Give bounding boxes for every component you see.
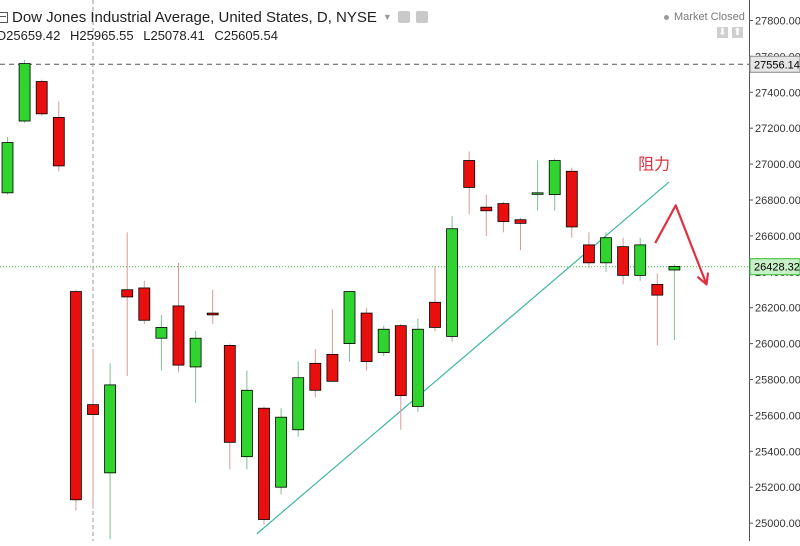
candle-body: [651, 283, 664, 296]
price-badge-label: 27556.14: [754, 59, 800, 71]
resistance-annotation: 阻力: [638, 154, 670, 173]
candle-body: [70, 291, 82, 501]
candle-body: [206, 312, 219, 316]
candle-body: [480, 206, 493, 212]
price-badge-label: 26428.32: [754, 262, 800, 274]
candle-body: [531, 192, 544, 195]
price-badge: [749, 258, 800, 276]
candle-body: [309, 362, 322, 391]
open-value: O25659.42: [0, 28, 61, 43]
candle-body: [35, 81, 48, 115]
candle-body: [497, 203, 510, 222]
candle-body: [52, 117, 65, 167]
close-icon[interactable]: [415, 11, 428, 23]
y-tick-label: 27800.00: [755, 16, 800, 28]
candle-body: [172, 305, 185, 366]
y-tick-label: 26200.00: [755, 303, 800, 315]
candle-body: [617, 246, 629, 276]
price-badge: [749, 55, 800, 73]
scroll-down-icon[interactable]: ⬇: [717, 27, 728, 38]
candle-body: [104, 384, 116, 474]
chart-header: Dow Jones Industrial Average, United Sta…: [0, 6, 428, 28]
y-tick-label: 25200.00: [755, 482, 800, 494]
trendline-layer: [256, 181, 670, 535]
candle-body: [429, 301, 441, 328]
candle-body: [583, 244, 595, 264]
ohlc-legend: O25659.42 H25965.55 L25078.41 C25605.54: [0, 28, 284, 43]
candle-body: [446, 228, 459, 337]
candle-body: [87, 404, 99, 415]
candle-body: [668, 266, 681, 271]
y-tick-label: 27000.00: [755, 159, 800, 171]
low-value: L25078.41: [143, 28, 205, 43]
y-tick-label: 26000.00: [755, 339, 800, 351]
candle-body: [394, 325, 407, 397]
support-trendline: [256, 181, 670, 535]
y-tick-label: 26800.00: [755, 195, 800, 207]
price-axis: 27800.0027600.0027400.0027200.0027000.00…: [749, 0, 800, 541]
annotation-layer: 阻力: [638, 154, 710, 286]
symbol-title: Dow Jones Industrial Average, United Sta…: [12, 8, 377, 26]
candle-body: [377, 328, 390, 353]
trend-arrow-head: [697, 272, 710, 286]
collapse-icon[interactable]: [0, 11, 8, 23]
candle-body: [155, 327, 168, 339]
candle-body: [514, 219, 527, 224]
horizontal-levels: [0, 63, 749, 268]
candle-body: [343, 291, 356, 345]
candle-body: [189, 337, 202, 368]
candle-body: [360, 312, 373, 362]
y-tick-label: 27200.00: [755, 123, 800, 135]
candle-body: [240, 389, 253, 458]
scroll-up-icon[interactable]: ⬆: [732, 27, 743, 38]
y-tick-label: 25600.00: [755, 410, 800, 422]
candles: [1, 59, 681, 540]
y-tick-label: 26600.00: [755, 231, 800, 243]
candle-body: [223, 344, 236, 443]
candle-body: [1, 142, 14, 194]
candle-body: [411, 328, 424, 407]
candle-body: [634, 244, 647, 276]
close-value: C25605.54: [214, 28, 278, 43]
market-status: Market Closed: [664, 11, 745, 23]
y-tick-label: 25000.00: [755, 518, 800, 530]
y-tick-label: 25800.00: [755, 375, 800, 387]
candle-body: [121, 289, 134, 298]
candle-body: [326, 353, 339, 382]
y-tick-label: 25400.00: [755, 446, 800, 458]
candle-body: [600, 237, 612, 264]
candle-body: [565, 170, 578, 228]
candle-body: [548, 160, 561, 196]
candle-body: [463, 160, 476, 188]
candle-body: [18, 63, 31, 122]
settings-icon[interactable]: [397, 11, 410, 23]
status-dot-icon: [664, 14, 669, 20]
candle-body: [292, 377, 305, 431]
trend-arrow: [654, 204, 708, 285]
dropdown-icon[interactable]: ▼: [382, 12, 392, 22]
candle-body: [258, 407, 270, 520]
high-value: H25965.55: [69, 28, 134, 43]
candle-body: [138, 287, 151, 321]
y-tick-label: 27400.00: [755, 87, 800, 99]
candle-body: [275, 416, 288, 488]
